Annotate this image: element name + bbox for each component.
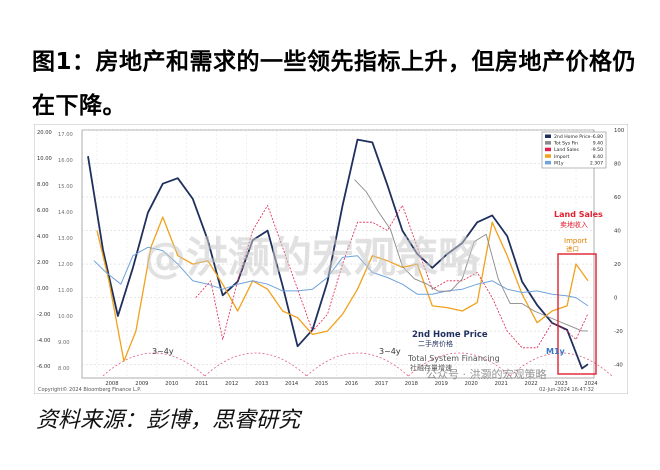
y-tick-label-left: 6.00 [37, 208, 49, 214]
y-tick-label-left-secondary: 9.00 [58, 340, 70, 346]
watermark-text: @洪灏的宏观策略 [144, 233, 481, 282]
legend-label: M1y [554, 160, 564, 166]
annotation-cycle-1: 3~4y [152, 347, 174, 356]
y-tick-label-right: -40 [614, 363, 623, 369]
cycle-arc [306, 352, 409, 377]
y-tick-label-right: 20 [614, 262, 621, 268]
annotation-land-sales-en: Land Sales [554, 210, 603, 219]
y-tick-label-left: 2.00 [37, 260, 49, 266]
y-tick-label-left-secondary: 11.00 [58, 288, 73, 294]
series-line-tot-sys-fin [354, 179, 588, 332]
series-line-m1y [93, 246, 589, 307]
x-tick-label: 2014 [285, 381, 299, 387]
x-tick-label: 2010 [165, 381, 178, 387]
series-group [87, 138, 589, 370]
cycle-arc [102, 352, 206, 377]
legend-swatch [545, 154, 551, 158]
x-tick-label: 2020 [465, 381, 478, 387]
series-line-import [96, 216, 589, 362]
plot-area [81, 129, 595, 379]
y-tick-label-left: 20.00 [37, 130, 52, 136]
highlight-box [557, 253, 597, 375]
legend-swatch [545, 134, 551, 138]
annotation-import-en: Import [564, 237, 587, 245]
annotation-home-price-en: 2nd Home Price [412, 330, 488, 340]
y-tick-label-right: 0 [614, 296, 618, 302]
x-tick-label: 2023 [554, 381, 567, 387]
page-title: 图1：房地产和需求的一些领先指标上升，但房地产价格仍在下降。 [32, 49, 637, 119]
x-tick-label: 2022 [525, 381, 538, 387]
y-tick-label-left: 4.00 [37, 234, 49, 240]
legend-value: 2.307 [590, 160, 603, 166]
cycle-arc [509, 352, 613, 377]
y-tick-label-left: -4.00 [37, 338, 50, 344]
axis-labels: 20.00 10.00 8.00 6.00 4.00 2.00 0.00 -2.00 -4.00… [37, 128, 625, 387]
legend-label: Import [554, 154, 569, 160]
x-tick-label: 2008 [105, 381, 118, 387]
annotation-cycle-2: 3~4y [379, 347, 401, 356]
legend-value: 9.40 [593, 141, 603, 147]
y-tick-label-right: 40 [614, 229, 621, 235]
x-tick-label: 2012 [225, 381, 238, 387]
legend-value: -9.50 [591, 147, 603, 153]
y-tick-label-left: 10.00 [37, 156, 52, 162]
x-tick-label: 2018 [405, 381, 418, 387]
chart-copyright: Copyright© 2024 Bloomberg Finance L.P. [38, 386, 141, 393]
x-tick-label: 2019 [435, 381, 448, 387]
y-tick-label-right: -20 [614, 329, 623, 335]
x-tick-label: 2015 [315, 381, 328, 387]
y-tick-label-left: 0.00 [37, 286, 49, 292]
x-tick-label: 2024 [584, 381, 598, 387]
watermark-bottom: 公众号 · 洪灏的宏观策略 [426, 367, 547, 381]
y-tick-label-right: 80 [614, 162, 621, 168]
y-tick-label-right: 60 [614, 195, 621, 201]
y-tick-label-left-secondary: 15.00 [58, 184, 73, 190]
x-tick-label: 2009 [135, 381, 148, 387]
y-tick-label-left: -6.00 [37, 364, 50, 370]
x-tick-label: 2021 [495, 381, 508, 387]
x-tick-label: 2016 [345, 381, 358, 387]
y-tick-label-left: -2.00 [37, 312, 50, 318]
series-line-2nd-home-price [87, 138, 589, 370]
cycle-arc [408, 352, 511, 377]
chart-container: 20.00 10.00 8.00 6.00 4.00 2.00 0.00 -2.00 -4.00… [33, 123, 629, 395]
legend-label: Land Sales [554, 147, 579, 153]
legend-value: -6.80 [591, 134, 603, 140]
legend-value: 8.40 [593, 154, 603, 160]
y-tick-label-left-secondary: 13.00 [58, 236, 73, 242]
annotation-import-cn: 进口 [566, 245, 579, 253]
legend-swatch [545, 160, 551, 165]
y-tick-label-left-secondary: 14.00 [58, 210, 73, 216]
y-tick-label-right: 100 [614, 128, 625, 134]
chart-timestamp: 02-Jun-2024 16:47:32 [539, 387, 594, 393]
y-tick-label-left-secondary: 8.00 [58, 366, 70, 372]
annotation-m1y: M1y [546, 347, 566, 356]
legend-swatch [545, 147, 551, 152]
legend-label: Tot Sys Fin [553, 141, 578, 147]
annotation-tsf-en: Total System Financing [407, 354, 500, 363]
annotation-tsf-cn: 社融存量增速 [410, 363, 452, 372]
legend-swatch [545, 141, 551, 145]
line-chart: 20.00 10.00 8.00 6.00 4.00 2.00 0.00 -2.00 -4.00… [33, 123, 629, 395]
x-tick-label: 2011 [195, 381, 208, 387]
legend-label: 2nd Home Price [554, 134, 591, 140]
annotation-home-price-cn: 二手房价格 [418, 339, 453, 348]
y-tick-label-left-secondary: 17.00 [58, 132, 73, 138]
y-tick-label-left-secondary: 12.00 [58, 262, 73, 268]
legend: 2nd Home Price -6.80 Tot Sys Fin 9.40 Land S… [541, 131, 607, 169]
y-tick-label-left: 8.00 [37, 182, 49, 188]
y-tick-label-left-secondary: 10.00 [58, 314, 73, 320]
series-line-land-sales [195, 205, 589, 349]
y-tick-label-left-secondary: 16.00 [58, 158, 73, 164]
x-tick-label: 2013 [255, 381, 268, 387]
legend-box [541, 131, 607, 169]
cycle-arc [204, 352, 307, 377]
annotation-land-sales-cn: 卖地收入 [560, 220, 588, 229]
x-tick-label: 2017 [375, 381, 388, 387]
source-note: 资料来源：彭博，思睿研究 [36, 408, 301, 433]
cycle-arcs [102, 352, 613, 377]
